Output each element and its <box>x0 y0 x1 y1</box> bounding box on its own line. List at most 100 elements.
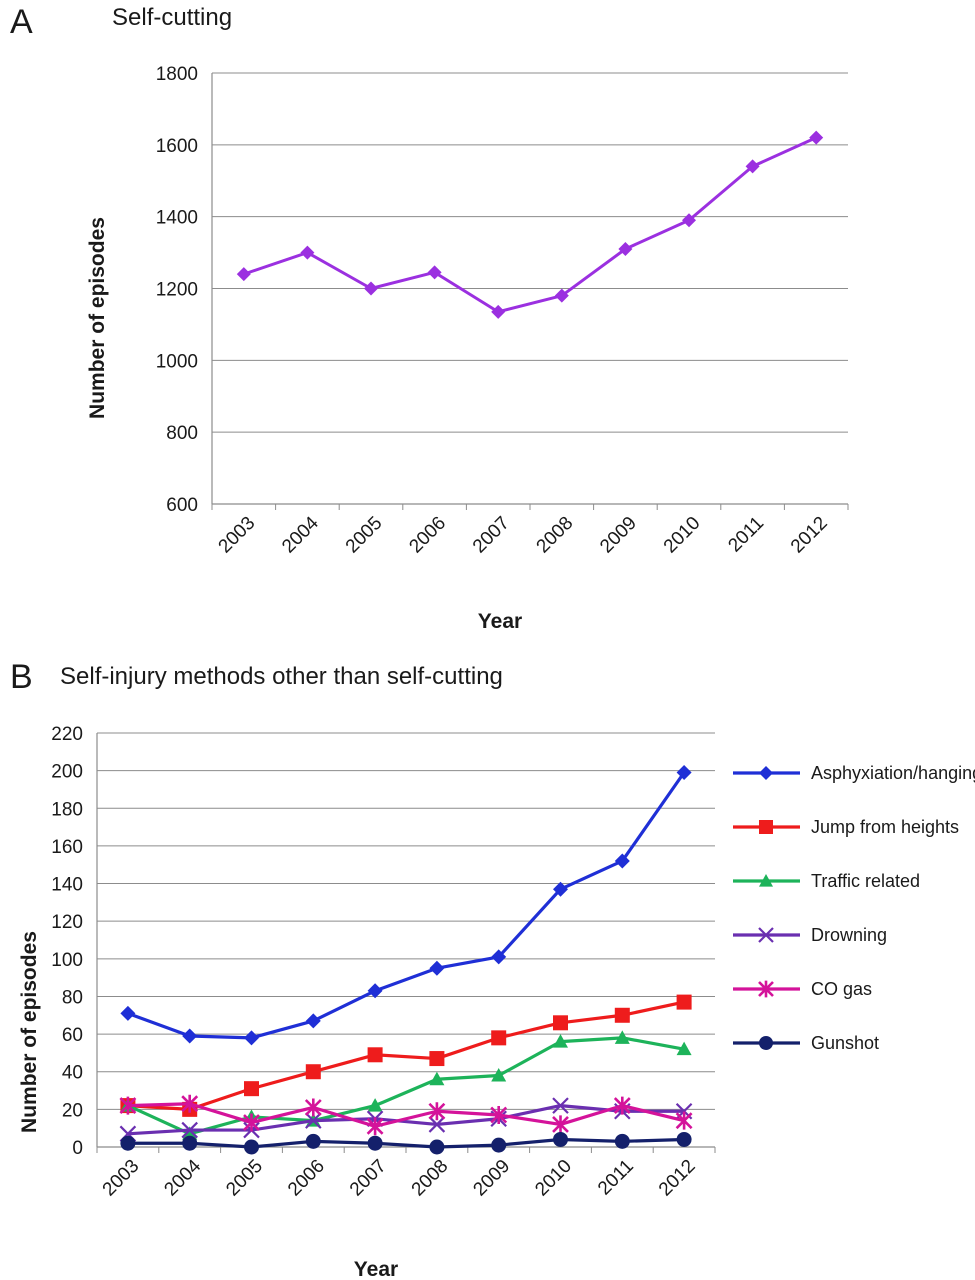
data-point <box>429 1139 445 1155</box>
y-tick-label: 100 <box>51 950 83 971</box>
legend-item: Traffic related <box>733 871 920 891</box>
y-tick-label: 80 <box>62 987 83 1008</box>
chart-a-y-axis-title: Number of episodes <box>86 217 109 419</box>
data-point <box>614 853 630 869</box>
series-drowning <box>119 1097 693 1143</box>
x-tick-label: 2012 <box>787 513 832 558</box>
data-point <box>614 1030 630 1044</box>
x-tick-label: 2003 <box>215 513 260 558</box>
data-point <box>553 1034 568 1048</box>
chart-b-y-axis-title: Number of episodes <box>18 931 41 1133</box>
x-tick-label: 2008 <box>408 1156 453 1201</box>
data-point <box>244 1081 259 1097</box>
x-tick-label: 2007 <box>346 1156 391 1201</box>
data-point <box>614 1007 630 1023</box>
data-point <box>120 1005 136 1021</box>
y-tick-label: 1600 <box>156 136 198 157</box>
data-point <box>676 994 692 1010</box>
data-point <box>244 1139 259 1155</box>
data-point <box>120 1135 136 1151</box>
data-point <box>675 1111 693 1130</box>
data-point <box>428 1102 446 1121</box>
series-line <box>127 1137 685 1149</box>
legend-swatch-marker <box>759 766 773 780</box>
legend-label: Jump from heights <box>811 817 959 837</box>
data-point <box>300 245 315 260</box>
legend-item: Gunshot <box>733 1033 879 1053</box>
series-line <box>127 1036 685 1136</box>
x-tick-label: 2010 <box>531 1156 576 1201</box>
data-point <box>367 1047 383 1063</box>
data-point <box>243 1113 260 1132</box>
chart-a-title: Self-cutting <box>112 4 232 31</box>
y-tick-label: 800 <box>166 423 198 444</box>
series-traffic-related <box>120 1030 692 1140</box>
y-tick-label: 200 <box>51 762 83 783</box>
data-point <box>554 288 569 303</box>
series-line <box>127 1103 685 1136</box>
x-tick-label: 2012 <box>655 1156 700 1201</box>
data-point <box>552 1097 569 1114</box>
y-tick-label: 220 <box>51 724 83 745</box>
data-point <box>305 1064 321 1080</box>
x-tick-label: 2005 <box>222 1156 267 1201</box>
data-point <box>491 1067 507 1082</box>
series-line <box>127 1102 685 1128</box>
data-point <box>305 1112 322 1129</box>
legend-item: Asphyxiation/hanging <box>733 763 975 783</box>
y-tick-label: 0 <box>72 1138 83 1159</box>
legend-label: Asphyxiation/hanging <box>811 763 975 783</box>
x-tick-label: 2011 <box>724 513 768 557</box>
data-point <box>809 130 824 145</box>
data-point <box>491 304 506 319</box>
data-point <box>366 1117 384 1136</box>
data-point <box>182 1126 198 1140</box>
legend-swatch-marker <box>758 927 774 943</box>
x-tick-label: 2010 <box>660 513 705 558</box>
y-tick-label: 140 <box>51 875 83 896</box>
y-tick-label: 600 <box>166 495 198 516</box>
series-line <box>127 771 686 1040</box>
series-line <box>243 136 817 314</box>
data-point <box>676 765 692 781</box>
chart-a: 600 800 1000 1200 1400 1600 1800 2003 2004 2005 20… <box>156 64 849 558</box>
chart-b-x-axis-title: Year <box>354 1258 398 1280</box>
data-point <box>236 267 251 282</box>
data-point <box>364 281 378 296</box>
data-point <box>304 1098 322 1117</box>
legend-label: Gunshot <box>811 1033 879 1053</box>
y-tick-label: 1400 <box>156 208 198 229</box>
data-point <box>429 960 445 976</box>
legend-item: Drowning <box>733 925 887 945</box>
series-gunshot <box>120 1131 692 1155</box>
data-point <box>428 1116 446 1133</box>
data-point <box>305 1013 321 1029</box>
data-point <box>613 1096 631 1115</box>
x-tick-label: 2005 <box>342 513 387 558</box>
data-point <box>745 159 760 174</box>
data-point <box>182 1135 198 1151</box>
panel-a-letter: A <box>10 3 33 41</box>
data-point <box>618 241 633 256</box>
panel-b-letter: B <box>10 658 33 696</box>
data-point <box>491 949 507 965</box>
legend-swatch-marker <box>759 820 773 834</box>
series-line <box>127 1000 685 1111</box>
x-tick-label: 2011 <box>594 1156 638 1200</box>
y-tick-label: 20 <box>62 1100 83 1121</box>
data-point <box>182 1028 198 1044</box>
y-tick-label: 1000 <box>156 351 198 372</box>
legend-swatch-marker <box>759 1036 773 1050</box>
data-point <box>429 1071 445 1086</box>
series-jump-from-heights <box>120 994 692 1117</box>
legend-label: Traffic related <box>811 871 920 891</box>
series-co-gas <box>119 1094 693 1136</box>
y-tick-label: 1200 <box>156 280 198 301</box>
data-point <box>676 1041 692 1056</box>
x-tick-label: 2004 <box>160 1155 205 1200</box>
data-point <box>427 265 442 280</box>
y-tick-label: 40 <box>62 1063 83 1084</box>
x-tick-label: 2009 <box>596 513 641 558</box>
data-point <box>429 1051 445 1067</box>
